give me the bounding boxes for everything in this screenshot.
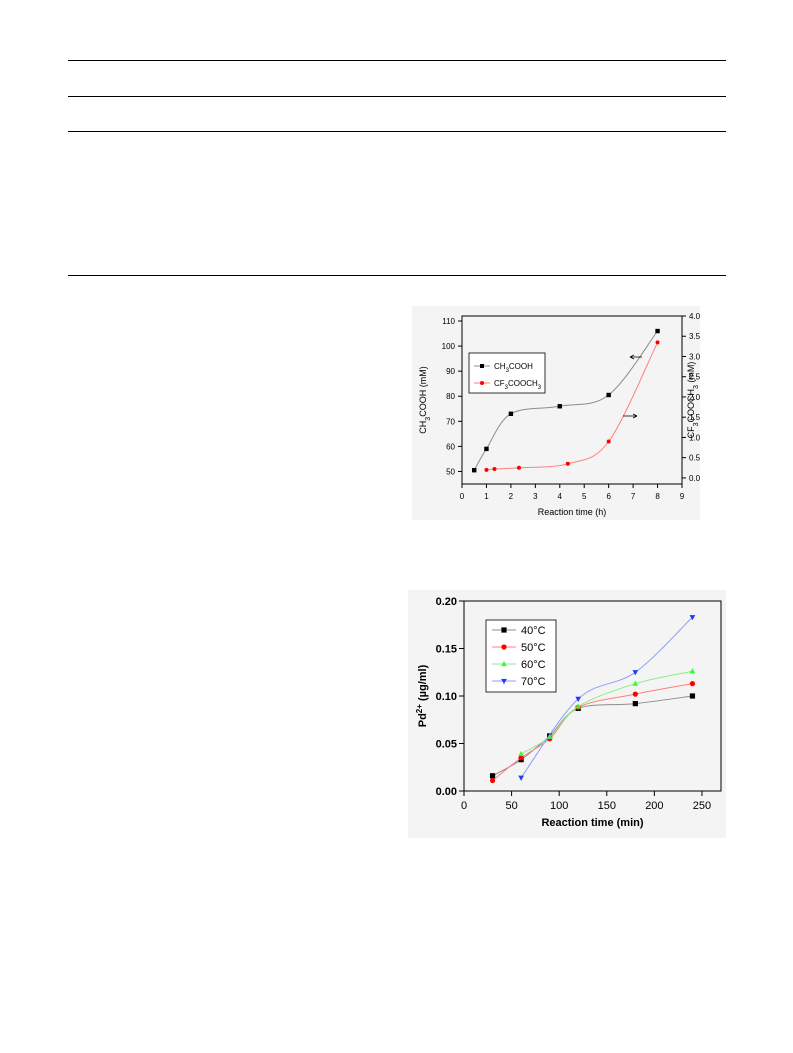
y-left-tick-label: 60 <box>446 442 455 451</box>
y-tick-label: 0.20 <box>436 596 457 608</box>
data-point-series-1 <box>484 446 489 452</box>
data-point-series-4 <box>575 696 582 702</box>
y-left-tick-label: 90 <box>446 367 455 376</box>
x-tick-label: 5 <box>582 492 587 501</box>
legend: 40°C 50°C 60°C 70°C <box>485 619 557 693</box>
x-axis-label: Reaction time (h) <box>538 507 607 517</box>
y-right-tick-label: 0.0 <box>689 474 700 483</box>
x-tick-label: 1 <box>484 492 489 501</box>
data-point-series-3 <box>689 668 696 674</box>
legend-marker-2 <box>501 644 507 650</box>
data-point-series-2 <box>484 467 489 472</box>
top-rule <box>68 60 726 61</box>
data-point-series-1 <box>689 693 696 699</box>
y-tick-label: 0.15 <box>436 644 457 656</box>
data-point-series-3 <box>518 750 524 757</box>
x-tick-label: 4 <box>558 492 563 501</box>
x-tick-label: 50 <box>505 800 517 812</box>
data-point-series-2 <box>492 467 497 472</box>
legend-marker-3 <box>501 660 507 667</box>
chart-background <box>408 590 726 838</box>
y-right-tick-label: 3.5 <box>689 332 700 341</box>
y-right-tick-label: 4.0 <box>689 312 700 321</box>
x-tick-label: 0 <box>460 492 465 501</box>
data-point-series-4 <box>632 670 639 676</box>
data-point-series-1 <box>632 701 638 707</box>
y-left-tick-label: 100 <box>442 342 456 351</box>
legend-marker-1 <box>480 364 484 368</box>
x-tick-label: 100 <box>550 800 568 812</box>
x-tick-label: 8 <box>655 492 660 501</box>
legend-box <box>468 352 546 394</box>
y-left-tick-label: 50 <box>446 467 455 476</box>
data-point-series-2 <box>516 465 521 470</box>
acetic-acid-chart: 0 1 2 3 4 5 6 7 8 9 50 60 70 80 90 100 110 0.0 0.5 1.0 1.5 2.… <box>412 306 700 520</box>
legend-label-2: CF3COOCH3 <box>494 379 542 391</box>
x-tick-label: 0 <box>461 800 467 812</box>
palladium-leaching-chart: 0 50 100 150 200 250 0.00 0.05 0.10 0.15 0.20 React… <box>408 590 726 838</box>
x-tick-label: 6 <box>606 492 611 501</box>
legend-label-2: 50°C <box>521 642 546 654</box>
data-point-series-1 <box>655 328 660 334</box>
legend-label-1: CH3COOH <box>494 362 533 374</box>
x-tick-label: 3 <box>533 492 538 501</box>
x-tick-label: 200 <box>645 800 663 812</box>
x-tick-label: 7 <box>631 492 636 501</box>
legend-marker-4 <box>501 678 507 685</box>
table-bottom-rule <box>68 275 726 276</box>
y-axis-label: Pd2+ (µg/ml) <box>415 664 430 727</box>
y-tick-label: 0.00 <box>436 786 457 798</box>
data-point-series-1 <box>606 392 611 398</box>
legend-marker-2 <box>480 381 484 385</box>
legend-label-1: 40°C <box>521 625 546 637</box>
data-point-series-2 <box>606 439 611 444</box>
chart-background <box>412 306 700 520</box>
x-tick-label: 150 <box>598 800 616 812</box>
header-bottom-rule <box>68 131 726 132</box>
y-right-axis-label: CF3COOCH3 (mM) <box>686 362 700 439</box>
y-left-tick-label: 110 <box>442 317 455 326</box>
series-line-4 <box>520 616 693 778</box>
y-right-tick-label: 1.0 <box>689 433 700 442</box>
x-tick-label: 9 <box>680 492 685 501</box>
legend-label-3: 60°C <box>521 659 546 671</box>
right-arrow-annotation <box>623 413 638 419</box>
data-point-series-3 <box>632 680 639 686</box>
plot-frame <box>461 315 683 485</box>
header-rule <box>68 96 726 97</box>
data-point-series-2 <box>632 691 638 697</box>
legend: CH3COOH CF3COOCH3 <box>468 352 546 394</box>
data-point-series-3 <box>575 703 582 709</box>
data-point-series-1 <box>489 773 496 779</box>
y-right-tick-label: 3.0 <box>689 352 700 361</box>
y-tick-label: 0.10 <box>436 691 457 703</box>
x-tick-label: 2 <box>509 492 514 501</box>
data-point-series-1 <box>472 468 477 473</box>
y-left-tick-label: 70 <box>446 417 455 426</box>
data-point-series-2 <box>518 755 524 761</box>
y-left-tick-label: 80 <box>446 392 455 401</box>
data-point-series-4 <box>689 615 696 621</box>
y-right-tick-label: 0.5 <box>689 454 700 463</box>
data-point-series-2 <box>565 461 570 466</box>
data-point-series-2 <box>689 681 696 687</box>
left-arrow-annotation <box>629 354 642 360</box>
x-tick-label: 250 <box>693 800 711 812</box>
y-tick-label: 0.05 <box>436 739 457 751</box>
y-right-tick-label: 2.0 <box>689 393 700 402</box>
data-point-series-2 <box>489 777 496 784</box>
legend-label-4: 70°C <box>521 676 546 688</box>
y-right-tick-label: 1.5 <box>689 413 700 422</box>
y-left-axis-label: CH3COOH (mM) <box>418 366 432 433</box>
legend-box <box>485 619 557 693</box>
legend-marker-1 <box>501 627 507 633</box>
y-right-tick-label: 2.5 <box>689 373 700 382</box>
data-point-series-4 <box>518 775 524 781</box>
data-point-series-2 <box>655 340 660 345</box>
x-axis-label: Reaction time (min) <box>541 817 643 829</box>
data-point-series-1 <box>557 404 562 409</box>
data-point-series-1 <box>508 411 514 416</box>
